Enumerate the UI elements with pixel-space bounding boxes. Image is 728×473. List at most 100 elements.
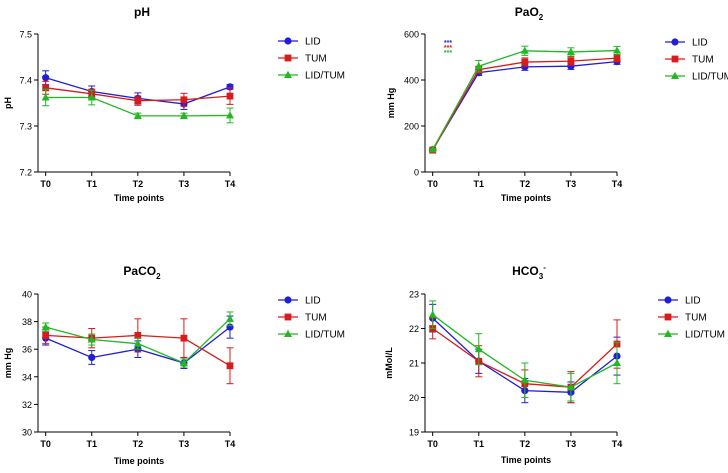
- legend-label: TUM: [692, 55, 714, 66]
- data-point: [226, 111, 234, 119]
- x-tick-label: T1: [474, 439, 485, 449]
- x-tick-label: T3: [179, 439, 190, 449]
- series-lid-tum: [428, 45, 621, 153]
- significance-annotation: ***: [444, 40, 452, 47]
- data-point: [226, 362, 234, 370]
- y-tick-label: 38: [22, 317, 32, 327]
- x-tick-label: T4: [225, 439, 236, 449]
- legend-label: TUM: [685, 313, 707, 324]
- data-point: [180, 96, 188, 104]
- data-point: [474, 345, 483, 353]
- legend-marker: [664, 329, 672, 337]
- legend-label: LID/TUM: [305, 330, 345, 341]
- y-axis-label: mm Hg: [386, 88, 396, 119]
- y-tick-label: 7.3: [19, 122, 32, 132]
- x-tick-label: T0: [40, 179, 51, 189]
- y-tick-label: 7.5: [19, 30, 32, 40]
- x-tick-label: T4: [612, 179, 623, 189]
- x-tick-label: T1: [87, 179, 98, 189]
- legend-label: LID/TUM: [685, 330, 725, 341]
- chart-title-subscript: 2: [156, 272, 161, 281]
- series-lid-tum: [428, 300, 621, 402]
- x-tick-label: T0: [40, 439, 51, 449]
- x-tick-label: T2: [133, 439, 144, 449]
- data-point: [134, 97, 142, 105]
- legend-entry: TUM: [665, 55, 714, 66]
- data-point: [613, 358, 621, 366]
- legend-entry: TUM: [658, 313, 707, 324]
- chart-panel-3: PaCO2 30 32 34 36 38 40 T0 T1 T2 T3 T4 Time points mm…: [3, 264, 345, 466]
- legend-label: TUM: [305, 54, 327, 65]
- data-point: [88, 353, 96, 362]
- chart-title-superscript: -: [543, 263, 546, 272]
- chart-title: HCO3-: [512, 263, 546, 281]
- legend-label: LID: [692, 38, 708, 49]
- y-tick-label: 200: [404, 122, 419, 132]
- x-tick-label: T4: [225, 179, 236, 189]
- legend-entry: LID/TUM: [278, 71, 345, 82]
- legend-marker: [284, 70, 292, 78]
- series-lid-tum: [41, 311, 234, 368]
- x-tick-label: T1: [87, 439, 98, 449]
- data-point: [428, 310, 437, 318]
- legend-marker: [284, 313, 292, 321]
- data-point: [520, 46, 529, 54]
- significance-annotation: ***: [444, 50, 452, 57]
- legend-label: LID: [685, 296, 701, 307]
- legend-marker: [671, 71, 679, 79]
- y-axis-label: pH: [3, 97, 13, 109]
- legend-entry: LID: [278, 296, 321, 307]
- chart-title: PaO2: [515, 5, 544, 22]
- y-tick-label: 22: [409, 324, 419, 334]
- data-point: [41, 93, 50, 101]
- data-point: [613, 54, 621, 62]
- series-line: [432, 60, 618, 151]
- data-point: [226, 83, 234, 91]
- x-axis-label: Time points: [501, 455, 551, 465]
- y-tick-label: 30: [22, 428, 32, 438]
- x-tick-label: T1: [474, 179, 485, 189]
- series-tum: [42, 80, 234, 107]
- legend-entry: LID: [278, 37, 321, 48]
- y-tick-label: 40: [22, 290, 32, 300]
- data-point: [42, 84, 50, 92]
- y-tick-label: 7.4: [19, 76, 32, 86]
- x-tick-label: T3: [179, 179, 190, 189]
- data-point: [179, 111, 188, 119]
- legend-entry: LID: [658, 296, 701, 307]
- data-point: [133, 339, 142, 347]
- data-point: [521, 58, 529, 66]
- chart-panel-2: PaO2 0 200 400 600 T0 T1 T2 T3 T4 Time points mm Hg…: [386, 5, 728, 203]
- y-tick-label: 0: [414, 168, 419, 178]
- series-lid-tum: [41, 88, 234, 124]
- data-point: [226, 314, 234, 322]
- y-tick-label: 400: [404, 76, 419, 86]
- data-point: [520, 376, 529, 384]
- data-point: [42, 332, 50, 339]
- legend-marker: [284, 37, 292, 45]
- legend-label: LID: [305, 37, 321, 48]
- data-point: [41, 322, 50, 331]
- legend-marker: [284, 296, 292, 304]
- y-tick-label: 36: [22, 345, 32, 355]
- data-point: [566, 47, 575, 55]
- legend-marker: [664, 313, 672, 321]
- y-tick-label: 23: [409, 290, 419, 300]
- data-point: [133, 111, 142, 119]
- data-point: [474, 62, 483, 70]
- x-tick-label: T2: [520, 439, 531, 449]
- data-point: [87, 335, 96, 343]
- x-tick-label: T2: [133, 179, 144, 189]
- data-point: [42, 74, 50, 82]
- legend-entry: TUM: [278, 54, 327, 65]
- data-point: [134, 332, 142, 339]
- legend-label: LID/TUM: [305, 71, 345, 82]
- y-axis-label: mm Hg: [3, 348, 13, 379]
- legend-label: TUM: [305, 313, 327, 324]
- chart-panel-4: HCO3- 19 20 21 22 23 T0 T1 T2 T3 T4 Time points mMol…: [384, 263, 725, 465]
- chart-panel-1: pH 7.2 7.3 7.4 7.5 T0 T1 T2 T3 T4 Time points pH LID…: [3, 5, 345, 203]
- x-tick-label: T4: [612, 439, 623, 449]
- legend-marker: [284, 329, 292, 337]
